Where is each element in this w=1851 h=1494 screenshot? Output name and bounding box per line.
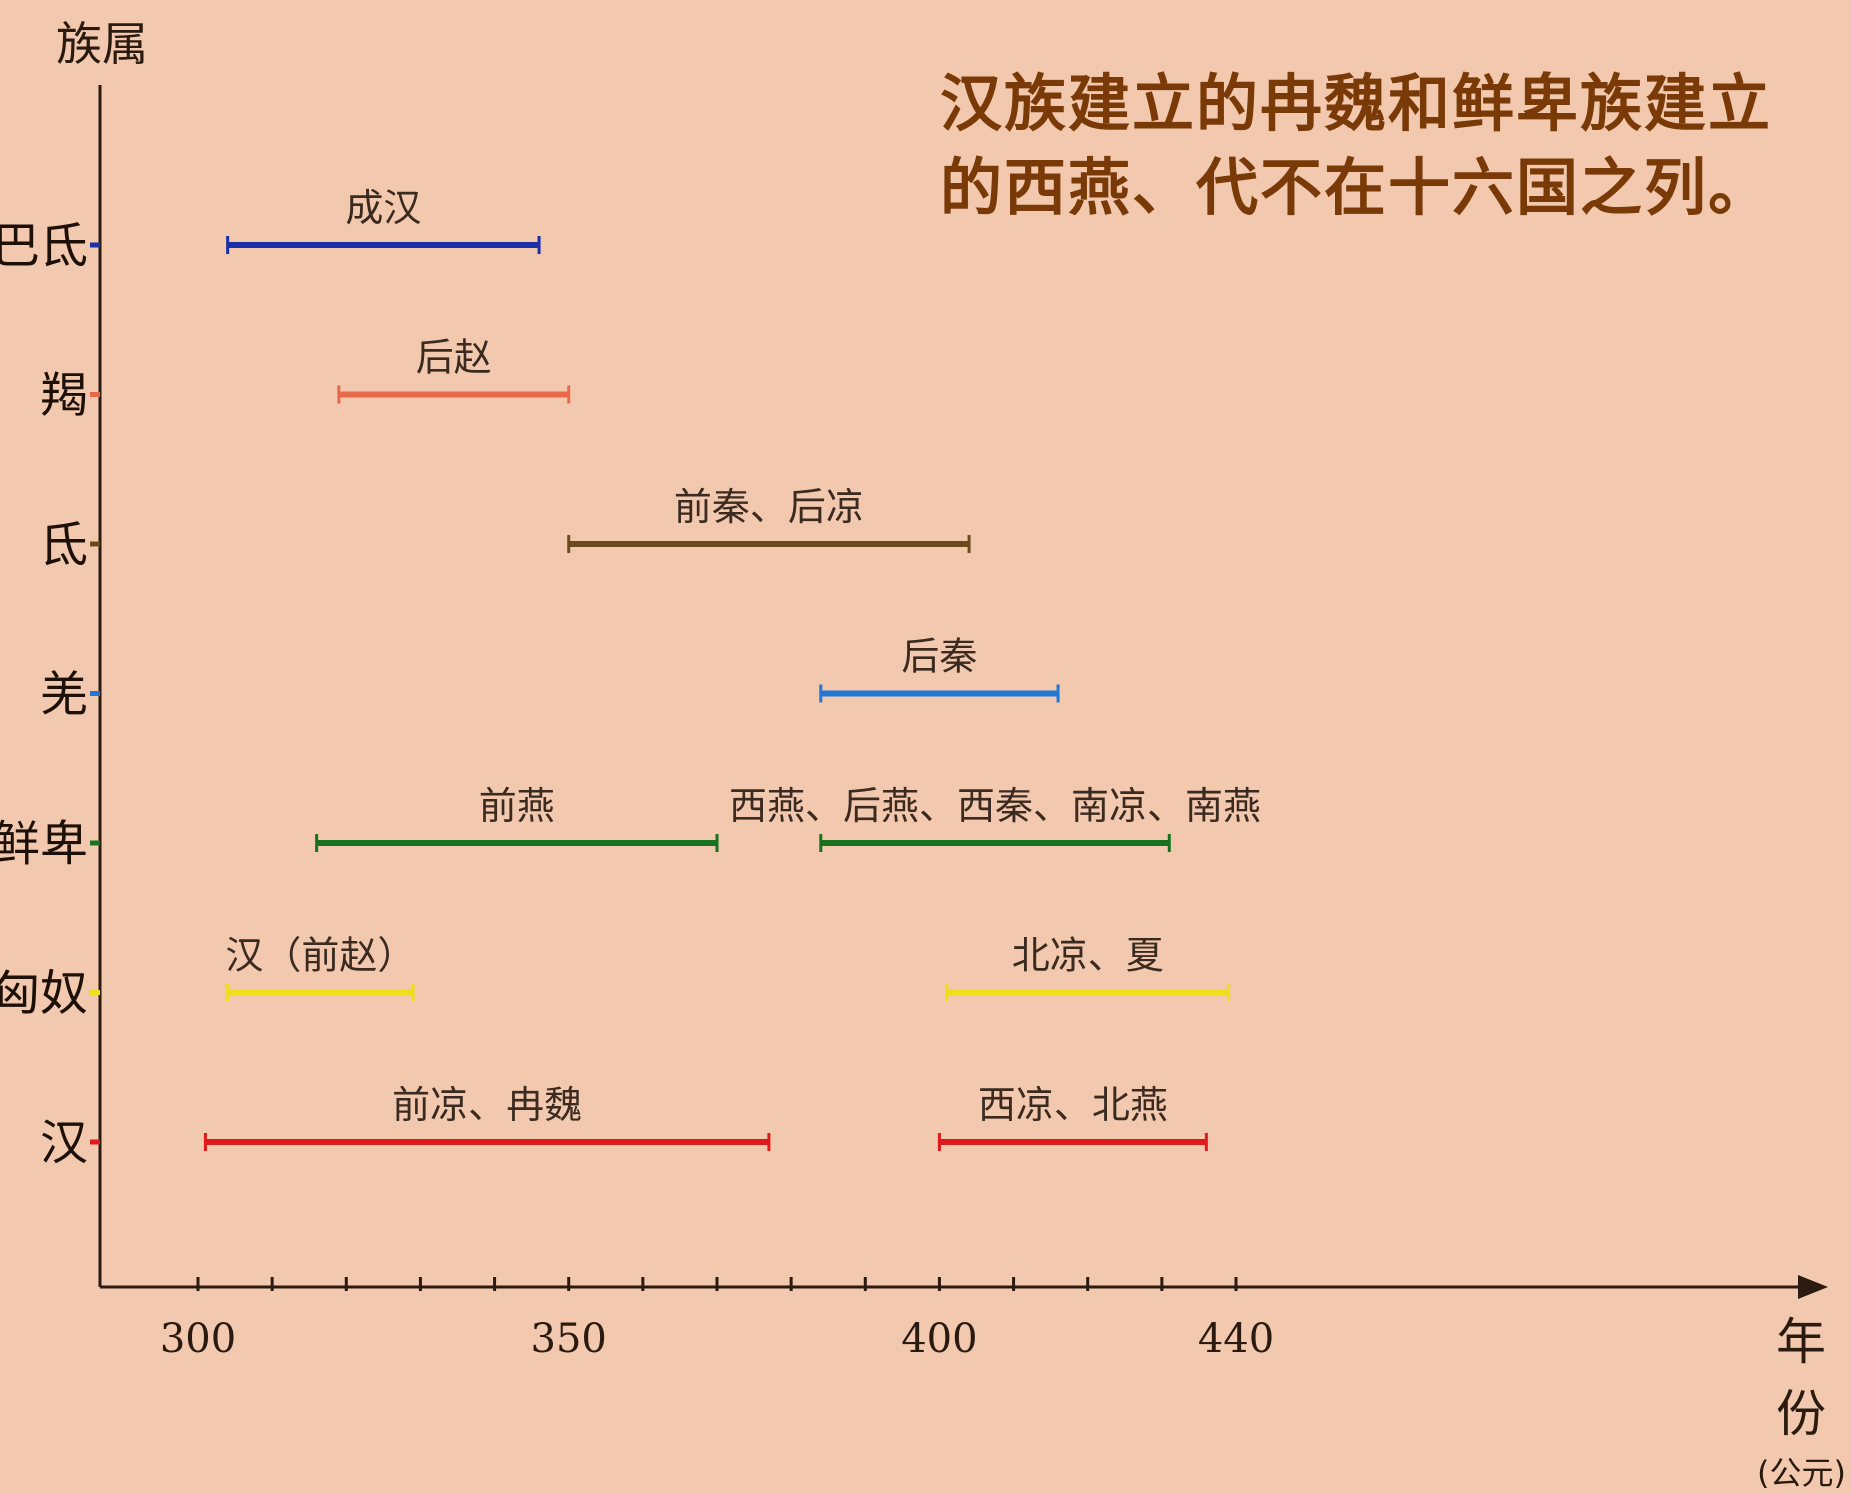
x-axis-unit: (公元) (1752, 1448, 1851, 1494)
bar-label: 成汉 (345, 186, 421, 230)
x-tick-label: 400 (901, 1316, 977, 1362)
bar-label: 前秦、后凉 (674, 485, 864, 529)
y-category-label: 巴氐 (0, 218, 88, 274)
bar-label: 后赵 (416, 336, 492, 380)
bar-label: 西燕、后燕、西秦、南凉、南燕 (729, 784, 1261, 828)
bar-label: 西凉、北燕 (978, 1083, 1168, 1127)
y-category-label: 鲜卑 (0, 816, 88, 872)
y-axis-title: 族属 (56, 8, 148, 74)
y-category-label: 氐 (40, 517, 88, 573)
x-tick-label: 300 (160, 1316, 236, 1362)
bar-label: 前燕 (479, 784, 555, 828)
bar-label: 后秦 (901, 635, 977, 679)
bar-label: 前凉、冉魏 (392, 1083, 582, 1127)
annotation-line-2: 的西燕、代不在十六国之列。 (940, 146, 1820, 230)
x-tick-label: 350 (531, 1316, 607, 1362)
x-axis-title-block: 年份 (公元) (1752, 1302, 1851, 1494)
bar-label: 汉（前赵） (225, 934, 415, 978)
annotation-line-1: 汉族建立的冉魏和鲜卑族建立 (940, 62, 1820, 146)
annotation-note: 汉族建立的冉魏和鲜卑族建立 的西燕、代不在十六国之列。 (940, 62, 1820, 230)
bar-label: 北凉、夏 (1012, 934, 1164, 978)
y-category-label: 羌 (40, 667, 88, 723)
x-axis-title: 年份 (1752, 1302, 1851, 1446)
x-axis-arrow (1798, 1275, 1828, 1299)
y-category-label: 汉 (40, 1115, 88, 1171)
y-category-label: 羯 (40, 368, 88, 424)
y-category-label: 匈奴 (0, 966, 88, 1022)
x-tick-label: 440 (1198, 1316, 1274, 1362)
chart-stage: 300 350 400 440 巴氐羯氐羌鲜卑匈奴汉 成汉后赵前秦、后凉后秦前燕 西燕、后燕… (0, 0, 1851, 1408)
